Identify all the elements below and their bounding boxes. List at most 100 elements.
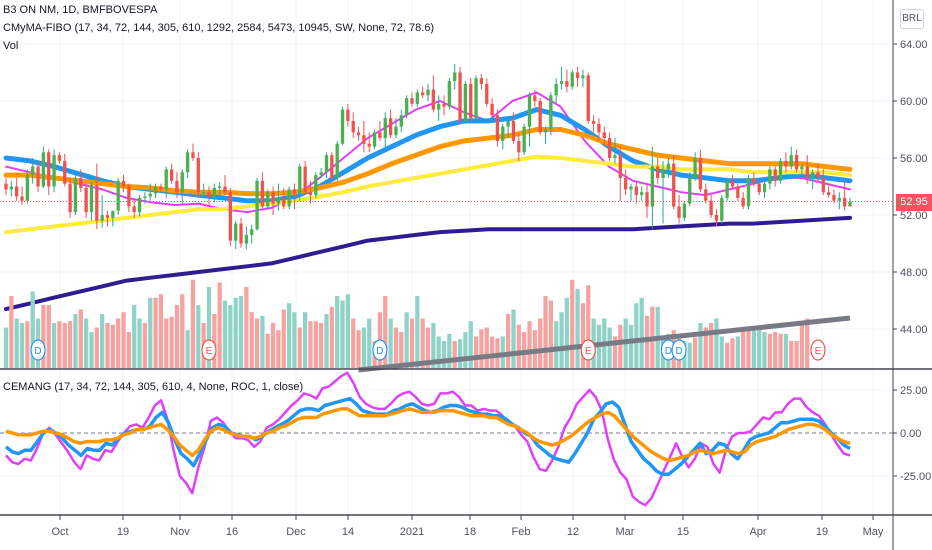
candle: [148, 183, 152, 201]
candle: [95, 163, 99, 230]
candle-body: [266, 192, 270, 207]
volume-bar: [425, 327, 431, 368]
candle: [41, 146, 46, 188]
cemang-legend[interactable]: CEMANG (17, 34, 72, 144, 305, 610, 4, No…: [3, 381, 304, 393]
candle: [73, 172, 78, 215]
volume-bar: [324, 314, 329, 368]
candle: [623, 169, 628, 196]
candle-body: [602, 132, 606, 139]
volume-bar: [708, 323, 714, 368]
candle-body: [554, 83, 558, 96]
time-tick-label: Apr: [749, 526, 766, 538]
candle: [437, 95, 441, 121]
volume-bar: [292, 312, 297, 368]
volume-bar: [260, 315, 265, 368]
candle-body: [789, 155, 793, 167]
candle-body: [517, 140, 521, 153]
volume-bar: [217, 282, 222, 368]
candle-body: [794, 155, 799, 170]
candle-body: [201, 192, 206, 194]
candle: [826, 183, 831, 198]
time-axis[interactable]: Oct 19 Nov 16 Dec 14 2021 18 Feb 12 Mar 15 Apr 19 May: [51, 515, 884, 538]
volume-bar: [516, 324, 521, 368]
dividend-marker[interactable]: D: [30, 339, 46, 361]
volume-bar: [3, 327, 9, 368]
candle-body: [538, 101, 542, 133]
candle-body: [212, 187, 216, 198]
candle-body: [196, 158, 200, 193]
volume-bar: [778, 333, 783, 368]
candle: [180, 169, 184, 204]
candle-body: [736, 186, 740, 198]
cmyma-fibo-legend[interactable]: CMyMA-FIBO (17, 34, 72, 144, 305, 610, 1…: [3, 22, 435, 34]
event-marker-label: E: [585, 346, 592, 357]
candle: [511, 112, 516, 144]
earnings-marker[interactable]: E: [810, 339, 826, 361]
dividend-marker[interactable]: D: [372, 339, 388, 361]
candle-body: [330, 155, 334, 178]
candle-body: [757, 183, 761, 193]
volume-ma-path: [358, 315, 851, 373]
event-marker-circle: [372, 339, 388, 361]
event-marker-label: D: [665, 346, 672, 357]
candle-body: [84, 187, 88, 213]
candle-body: [121, 180, 126, 187]
oscillator-axis[interactable]: 25.00 0.00 -25.00: [893, 385, 931, 483]
candle: [404, 95, 409, 119]
candle-body: [495, 115, 500, 141]
candle-body: [704, 189, 708, 201]
volume-bar: [367, 318, 372, 368]
symbol-legend[interactable]: B3 ON NM, 1D, BMFBOVESPA: [3, 4, 158, 16]
candle: [741, 192, 745, 210]
volume-bar: [121, 312, 126, 368]
candle: [698, 149, 703, 193]
volume-bar: [46, 305, 51, 368]
candle-body: [773, 169, 777, 181]
currency-badge[interactable]: BRL: [900, 9, 924, 29]
candle-body: [469, 83, 473, 119]
candle: [554, 78, 558, 104]
time-tick-label: 19: [816, 526, 828, 538]
candle: [239, 217, 243, 248]
volume-bar: [484, 327, 489, 368]
candle: [453, 63, 457, 90]
candle-body: [575, 72, 580, 79]
candle: [346, 103, 350, 127]
candle-body: [837, 197, 841, 201]
price-axis[interactable]: 64.00 60.00 56.00 52.00 48.00 44.00: [893, 39, 928, 336]
candle-body: [618, 155, 622, 178]
candle-body: [672, 163, 676, 207]
volume-bar: [185, 330, 190, 368]
dividend-marker[interactable]: D: [671, 339, 687, 361]
earnings-marker[interactable]: E: [201, 339, 217, 361]
candle: [720, 195, 724, 224]
volume-bar: [222, 300, 228, 368]
volume-bar: [244, 287, 249, 368]
volume-bar: [463, 332, 468, 368]
event-marker-label: D: [675, 346, 682, 357]
volume-bar: [773, 332, 778, 368]
volume-bar: [249, 312, 254, 368]
candle: [100, 195, 104, 228]
volume-bar: [762, 332, 767, 368]
candle-body: [15, 186, 19, 197]
candle-body: [527, 95, 532, 127]
earnings-marker[interactable]: E: [580, 339, 596, 361]
candle-body: [351, 120, 355, 133]
candle: [303, 160, 307, 196]
candle-body: [677, 206, 681, 218]
candle-body: [511, 120, 516, 141]
candle: [469, 78, 473, 121]
volume-bar: [100, 314, 105, 368]
candle-body: [303, 166, 307, 193]
candle-body: [810, 172, 815, 178]
candlesticks: [4, 63, 852, 250]
volume-legend[interactable]: Vol: [3, 40, 19, 52]
osc-line-slow: [5, 407, 851, 463]
candle-body: [314, 175, 318, 196]
candle: [394, 118, 398, 139]
candle-body: [79, 177, 83, 188]
candle: [20, 186, 24, 206]
